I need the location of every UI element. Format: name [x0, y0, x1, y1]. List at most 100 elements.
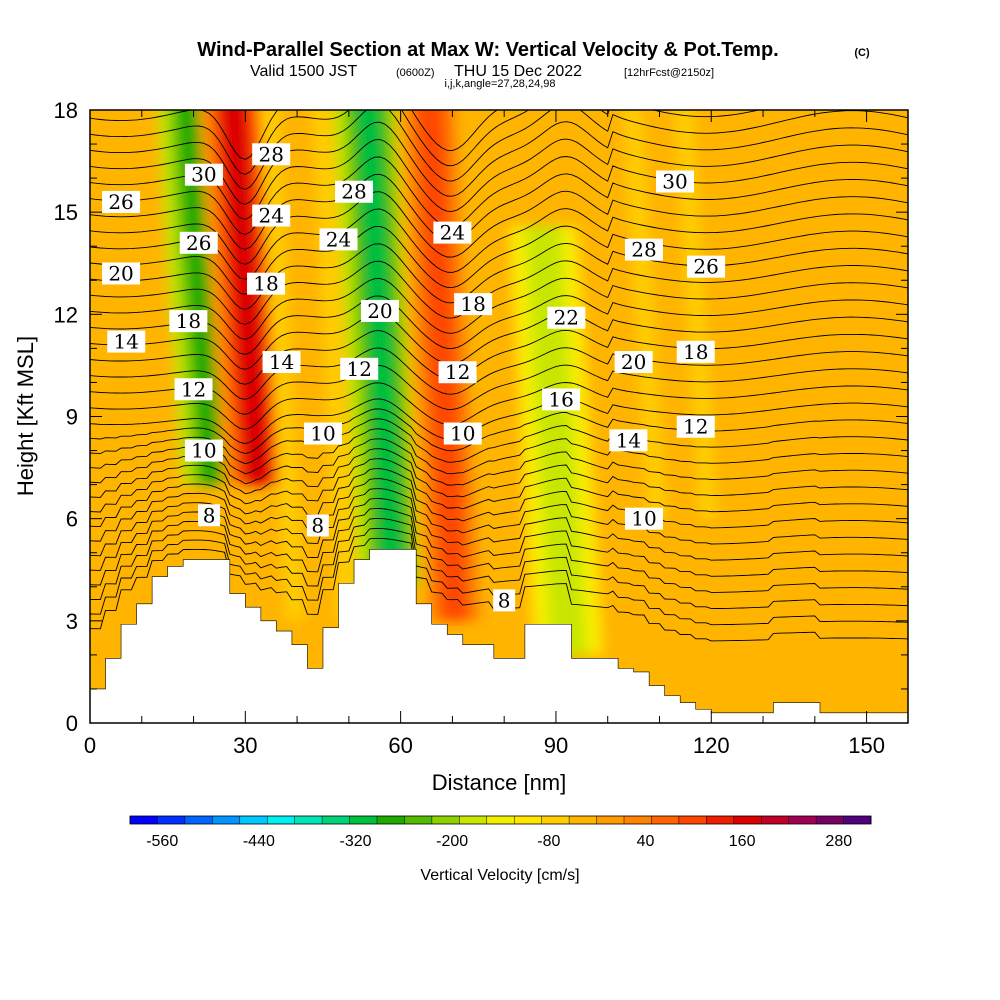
theta-contour-line	[90, 428, 908, 475]
contour-label-text: 10	[631, 507, 656, 531]
contour-label-text: 24	[326, 227, 351, 251]
contour-label: 24	[319, 227, 358, 251]
colorbar-tick-label: -560	[146, 833, 178, 850]
contour-label: 8	[198, 503, 221, 527]
contour-label: 20	[102, 261, 141, 285]
theta-contour-line	[90, 173, 908, 250]
colorbar-swatch	[157, 816, 186, 824]
contour-label-text: 8	[498, 588, 511, 612]
theta-contour-line	[90, 364, 908, 415]
contour-label: 16	[542, 387, 581, 411]
x-tick-label: 0	[84, 733, 96, 758]
theta-contour-line	[90, 208, 908, 280]
contour-label-text: 30	[191, 163, 216, 187]
colorbar-swatch	[459, 816, 488, 824]
contour-label-text: 30	[662, 170, 687, 194]
theta-contour-line	[90, 478, 908, 545]
colorbar-tick-label: 280	[825, 833, 852, 850]
colorbar-swatch	[788, 816, 817, 824]
theta-contour-line	[90, 138, 908, 220]
theta-contour-line	[90, 347, 908, 400]
contour-label-text: 28	[341, 180, 366, 204]
theta-contour-line	[90, 448, 908, 498]
contour-label-text: 8	[203, 503, 216, 527]
velocity-band	[180, 110, 229, 485]
theta-contour-line	[90, 408, 908, 454]
colorbar-swatch	[267, 816, 296, 824]
contour-label: 20	[360, 299, 399, 323]
colorbar-swatch	[569, 816, 598, 824]
contour-label-text: 26	[108, 190, 133, 214]
contour-label: 28	[624, 238, 663, 262]
contour-label: 12	[676, 415, 715, 439]
y-tick-label: 9	[66, 405, 78, 430]
colorbar-swatch	[816, 816, 845, 824]
grid-indices: i,j,k,angle=27,28,24,98	[444, 78, 555, 90]
contour-label: 10	[184, 439, 223, 463]
colorbar-swatch	[184, 816, 213, 824]
colorbar-swatch	[624, 816, 652, 824]
contour-label-text: 12	[346, 357, 371, 381]
contour-label-text: 10	[310, 422, 335, 446]
colorbar-swatch	[239, 816, 268, 824]
valid-utc: (0600Z)	[396, 67, 435, 79]
contour-label-text: 24	[258, 204, 283, 228]
contour-label: 18	[676, 340, 715, 364]
contour-label: 26	[179, 231, 218, 255]
colorbar-swatch	[212, 816, 241, 824]
contour-label: 18	[169, 309, 208, 333]
theta-contour-line	[90, 225, 908, 295]
colorbar-tick-label: -440	[243, 833, 275, 850]
contour-label: 12	[174, 377, 213, 401]
theta-contour-line	[90, 398, 908, 444]
y-tick-label: 12	[54, 302, 78, 327]
theta-contour-line	[90, 329, 908, 385]
theta-contour-line	[90, 110, 499, 160]
contour-label-text: 12	[683, 415, 708, 439]
theta-contour-line	[90, 468, 908, 529]
contour-label-text: 20	[108, 261, 133, 285]
contour-label: 10	[443, 422, 482, 446]
theta-contour-line	[90, 382, 908, 430]
colorbar-swatch	[706, 816, 735, 824]
theta-contour-line	[90, 438, 908, 486]
contour-label-text: 26	[186, 231, 211, 255]
contour-label: 12	[340, 357, 379, 381]
contour-label-text: 26	[693, 255, 718, 279]
colorbar-tick-label: 40	[637, 833, 655, 850]
colorbar-label: Vertical Velocity [cm/s]	[420, 867, 579, 884]
contour-label: 22	[547, 306, 586, 330]
theta-contour-line	[90, 121, 908, 205]
contour-label-text: 10	[450, 422, 475, 446]
colorbar-swatch	[486, 816, 515, 824]
velocity-band	[531, 226, 581, 655]
colorbar-swatch	[404, 816, 433, 824]
contour-label: 12	[438, 360, 477, 384]
y-axis-label: Height [Kft MSL]	[13, 336, 38, 496]
valid-date: THU 15 Dec 2022	[454, 63, 582, 80]
x-tick-label: 30	[233, 733, 257, 758]
contour-label: 24	[433, 221, 472, 245]
contour-label-text: 14	[114, 330, 139, 354]
contour-label-text: 12	[181, 377, 206, 401]
contour-label: 10	[624, 507, 663, 531]
contour-label: 20	[614, 350, 653, 374]
theta-contour-line	[90, 156, 908, 235]
y-tick-label: 18	[54, 98, 78, 123]
forecast-info: [12hrFcst@2150z]	[624, 67, 714, 79]
contour-label: 30	[656, 170, 695, 194]
contour-label-text: 24	[440, 221, 465, 245]
contour-label: 18	[247, 272, 286, 296]
contour-label-text: 8	[311, 513, 324, 537]
theta-contour-line	[90, 312, 908, 370]
colorbar-swatch	[322, 816, 351, 824]
chart-title: Wind-Parallel Section at Max W: Vertical…	[197, 39, 778, 61]
contour-label: 28	[252, 142, 291, 166]
y-tick-label: 3	[66, 609, 78, 634]
theta-contour-line	[90, 190, 908, 265]
contour-label-text: 16	[548, 387, 573, 411]
contour-label-text: 22	[554, 306, 579, 330]
colorbar-swatch	[130, 816, 158, 824]
theta-contour-line	[90, 518, 908, 610]
